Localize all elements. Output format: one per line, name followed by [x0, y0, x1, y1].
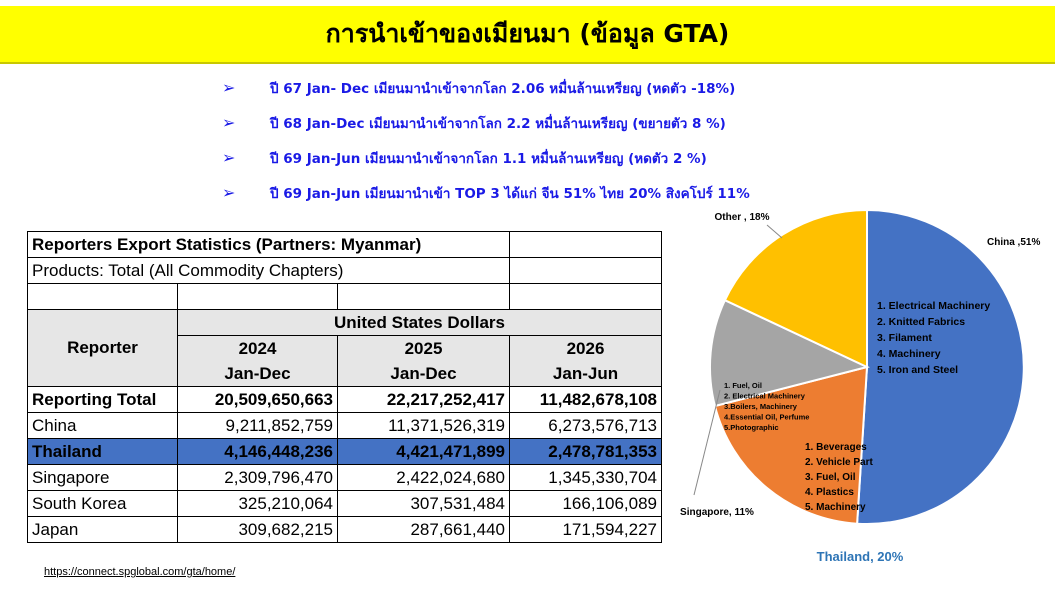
slice-product-item: 4. Plastics — [805, 487, 854, 498]
year-header: 2025 — [337, 335, 510, 361]
slice-product-item: 2. Knitted Fabrics — [877, 316, 965, 328]
arrow-icon: ➢ — [222, 148, 236, 167]
table-row: Reporting Total 20,509,650,663 22,217,25… — [27, 386, 662, 413]
slice-product-item: 3.Boilers, Machinery — [724, 402, 798, 411]
slice-product-item: 4. Machinery — [877, 348, 941, 360]
slice-product-item: 1. Fuel, Oil — [724, 381, 762, 390]
row-name: Singapore — [27, 464, 178, 491]
slice-label: Thailand, 20% — [817, 549, 904, 564]
bullet-list: ➢ ปี 67 Jan- Dec เมียนมานำเข้าจากโลก 2.06… — [222, 70, 1022, 210]
slice-product-item: 5. Machinery — [805, 502, 866, 513]
slice-product-item: 4.Essential Oil, Perfume — [724, 413, 809, 422]
currency-header: United States Dollars — [177, 309, 662, 336]
empty-cell — [27, 283, 178, 310]
slice-label: Singapore, 11% — [680, 507, 754, 518]
row-name: Reporting Total — [27, 386, 178, 413]
table-row: South Korea 325,210,064 307,531,484 166,… — [27, 490, 662, 517]
empty-cell — [509, 283, 662, 310]
row-value: 1,345,330,704 — [509, 464, 662, 491]
row-value: 11,371,526,319 — [337, 412, 510, 439]
row-value: 4,146,448,236 — [177, 438, 338, 465]
arrow-icon: ➢ — [222, 183, 236, 202]
bullet-item: ➢ ปี 69 Jan-Jun เมียนมานำเข้า TOP 3 ได้แก… — [222, 175, 1022, 210]
range-header: Jan-Dec — [337, 361, 510, 387]
pie-slice — [708, 298, 870, 408]
row-value: 325,210,064 — [177, 490, 338, 517]
row-value: 11,482,678,108 — [509, 386, 662, 413]
bullet-item: ➢ ปี 67 Jan- Dec เมียนมานำเข้าจากโลก 2.06… — [222, 70, 1022, 105]
slice-product-item: 1. Electrical Machinery — [877, 300, 990, 312]
slice-product-item: 2. Electrical Machinery — [724, 392, 806, 401]
range-header: Jan-Dec — [177, 361, 338, 387]
range-header: Jan-Jun — [509, 361, 662, 387]
empty-cell — [509, 257, 662, 284]
export-stats-table: Reporters Export Statistics (Partners: M… — [27, 231, 662, 543]
bullet-text: ปี 69 Jan-Jun เมียนมานำเข้าจากโลก 1.1 หม… — [270, 150, 707, 167]
row-value: 2,478,781,353 — [509, 438, 662, 465]
pie-slice — [713, 365, 869, 525]
table-row: China 9,211,852,759 11,371,526,319 6,273… — [27, 412, 662, 439]
row-name: South Korea — [27, 490, 178, 517]
slice-product-item: 3. Filament — [877, 332, 932, 344]
table-title: Reporters Export Statistics (Partners: M… — [27, 231, 510, 258]
pie-slice — [856, 208, 1025, 525]
pie-chart: China ,51% 1. Electrical Machinery 2. Knit… — [680, 208, 1040, 564]
row-value: 309,682,215 — [177, 516, 338, 543]
row-name: China — [27, 412, 178, 439]
reporter-header: Reporter — [27, 309, 178, 387]
table-products: Products: Total (All Commodity Chapters) — [27, 257, 510, 284]
row-value: 2,422,024,680 — [337, 464, 510, 491]
row-value: 9,211,852,759 — [177, 412, 338, 439]
row-value: 171,594,227 — [509, 516, 662, 543]
page-title: การนำเข้าของเมียนมา (ข้อมูล GTA) — [325, 19, 730, 48]
source-link[interactable]: https://connect.spglobal.com/gta/home/ — [44, 566, 236, 578]
bullet-item: ➢ ปี 69 Jan-Jun เมียนมานำเข้าจากโลก 1.1 ห… — [222, 140, 1022, 175]
arrow-icon: ➢ — [222, 113, 236, 132]
bullet-text: ปี 68 Jan-Dec เมียนมานำเข้าจากโลก 2.2 หม… — [270, 115, 726, 132]
title-banner: การนำเข้าของเมียนมา (ข้อมูล GTA) — [0, 6, 1055, 64]
row-value: 307,531,484 — [337, 490, 510, 517]
empty-cell — [337, 283, 510, 310]
row-value: 22,217,252,417 — [337, 386, 510, 413]
slice-label: China ,51% — [987, 237, 1040, 248]
table-row: Japan 309,682,215 287,661,440 171,594,22… — [27, 516, 662, 543]
empty-cell — [509, 231, 662, 258]
bullet-item: ➢ ปี 68 Jan-Dec เมียนมานำเข้าจากโลก 2.2 ห… — [222, 105, 1022, 140]
row-value: 166,106,089 — [509, 490, 662, 517]
row-value: 6,273,576,713 — [509, 412, 662, 439]
table-row: Singapore 2,309,796,470 2,422,024,680 1,… — [27, 464, 662, 491]
row-value: 4,421,471,899 — [337, 438, 510, 465]
table-row-highlight: Thailand 4,146,448,236 4,421,471,899 2,4… — [27, 438, 662, 465]
arrow-icon: ➢ — [222, 78, 236, 97]
slice-product-item: 1. Beverages — [805, 442, 867, 453]
row-name: Japan — [27, 516, 178, 543]
year-header: 2026 — [509, 335, 662, 361]
row-value: 287,661,440 — [337, 516, 510, 543]
slice-product-item: 2. Vehicle Part — [805, 457, 873, 468]
slice-product-item: 5.Photographic — [724, 423, 779, 432]
bullet-text: ปี 67 Jan- Dec เมียนมานำเข้าจากโลก 2.06 … — [270, 80, 736, 97]
slice-product-item: 5. Iron and Steel — [877, 364, 958, 376]
row-value: 20,509,650,663 — [177, 386, 338, 413]
slice-product-item: 3. Fuel, Oil — [805, 472, 856, 483]
bullet-text: ปี 69 Jan-Jun เมียนมานำเข้า TOP 3 ได้แก่… — [270, 185, 750, 202]
empty-cell — [177, 283, 338, 310]
leader-line — [693, 389, 721, 496]
row-name: Thailand — [27, 438, 178, 465]
row-value: 2,309,796,470 — [177, 464, 338, 491]
pie-slice — [723, 208, 868, 369]
slice-label: Other , 18% — [714, 212, 769, 223]
leader-line — [766, 224, 783, 239]
year-header: 2024 — [177, 335, 338, 361]
